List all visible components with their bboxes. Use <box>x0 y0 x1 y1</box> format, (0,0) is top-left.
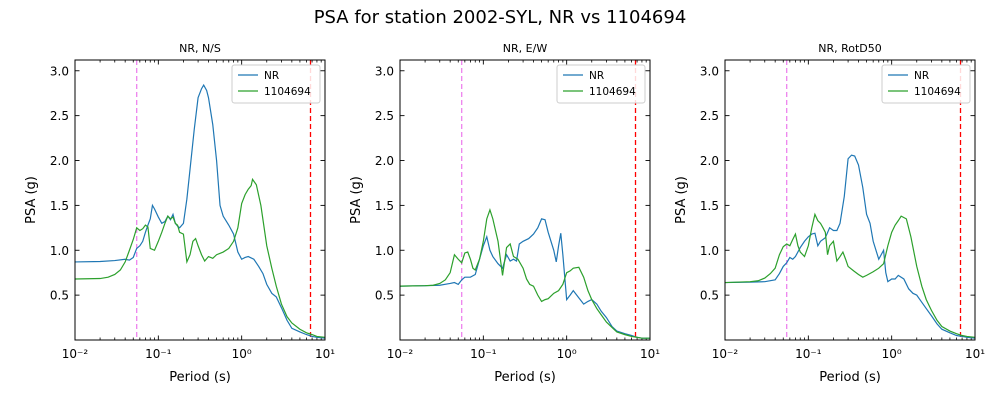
legend-label-nr: NR <box>914 70 929 82</box>
x-axis-label: Period (s) <box>819 370 881 385</box>
x-tick-label: 10⁻² <box>62 347 89 361</box>
axes-frame <box>724 59 976 341</box>
x-axis-label: Period (s) <box>494 370 556 385</box>
y-tick-label: 3.0 <box>700 64 719 78</box>
y-tick-label: 1.5 <box>700 199 719 213</box>
subplot-3: NR, RotD50 10⁻² 10⁻¹ 10⁰ 10¹ 0.5 1.0 1.5 2.0 2.5 3… <box>674 42 985 385</box>
series-line-nr <box>725 154 975 339</box>
y-tick-label: 0.5 <box>375 289 394 303</box>
subplot-title: NR, E/W <box>503 42 548 55</box>
legend-label-1104694: 1104694 <box>264 86 311 98</box>
y-tick-label: 1.0 <box>375 244 394 258</box>
y-tick-label: 1.5 <box>375 199 394 213</box>
legend-label-nr: NR <box>264 70 279 82</box>
y-tick-label: 1.0 <box>700 244 719 258</box>
subplot-2: NR, E/W 10⁻² 10⁻¹ 10⁰ 10¹ 0.5 1.0 1.5 2.0 2.5 3.0 P… <box>349 42 660 385</box>
y-axis-label: PSA (g) <box>24 176 39 224</box>
figure-title: PSA for station 2002-SYL, NR vs 1104694 <box>314 7 687 28</box>
y-tick-label: 2.0 <box>700 154 719 168</box>
y-tick-label: 2.5 <box>50 109 69 123</box>
y-tick-label: 2.0 <box>50 154 69 168</box>
y-tick-label: 2.5 <box>375 109 394 123</box>
y-tick-label: 0.5 <box>700 289 719 303</box>
subplot-panels: NR, N/S 10⁻² 10⁻¹ 10⁰ 10¹ 0.5 1.0 1.5 2.0 2.5 3.0 P… <box>24 42 985 385</box>
y-tick-label: 1.5 <box>50 199 69 213</box>
legend: NR 1104694 <box>881 64 971 104</box>
legend-label-1104694: 1104694 <box>914 86 961 98</box>
x-axis-label: Period (s) <box>169 370 231 385</box>
axes-frame <box>74 59 326 341</box>
axes-frame <box>399 59 651 341</box>
y-tick-label: 2.0 <box>375 154 394 168</box>
subplot-title: NR, RotD50 <box>818 42 882 55</box>
x-tick-label: 10⁻¹ <box>795 347 822 361</box>
legend-label-1104694: 1104694 <box>589 86 636 98</box>
y-tick-label: 2.5 <box>700 109 719 123</box>
x-tick-label: 10⁻² <box>712 347 739 361</box>
x-tick-label: 10⁰ <box>557 347 577 361</box>
x-tick-label: 10⁰ <box>232 347 252 361</box>
x-tick-label: 10¹ <box>965 347 985 361</box>
x-tick-label: 10⁰ <box>882 347 902 361</box>
y-axis-label: PSA (g) <box>349 176 364 224</box>
x-tick-label: 10⁻¹ <box>145 347 172 361</box>
legend: NR 1104694 <box>231 64 321 104</box>
x-tick-label: 10¹ <box>315 347 335 361</box>
series-line-1104694 <box>75 177 325 338</box>
subplot-title: NR, N/S <box>179 42 221 55</box>
y-tick-label: 3.0 <box>375 64 394 78</box>
y-tick-label: 0.5 <box>50 289 69 303</box>
series-line-1104694 <box>725 212 975 338</box>
series-line-nr <box>75 83 325 339</box>
y-axis-label: PSA (g) <box>674 176 689 224</box>
y-tick-label: 3.0 <box>50 64 69 78</box>
series-line-1104694 <box>400 207 650 339</box>
y-tick-label: 1.0 <box>50 244 69 258</box>
x-tick-label: 10⁻¹ <box>470 347 497 361</box>
legend-label-nr: NR <box>589 70 604 82</box>
series-line-nr <box>400 218 650 339</box>
x-tick-label: 10¹ <box>640 347 660 361</box>
legend: NR 1104694 <box>556 64 646 104</box>
subplot-1: NR, N/S 10⁻² 10⁻¹ 10⁰ 10¹ 0.5 1.0 1.5 2.0 2.5 3.0 P… <box>24 42 335 385</box>
x-tick-label: 10⁻² <box>387 347 414 361</box>
